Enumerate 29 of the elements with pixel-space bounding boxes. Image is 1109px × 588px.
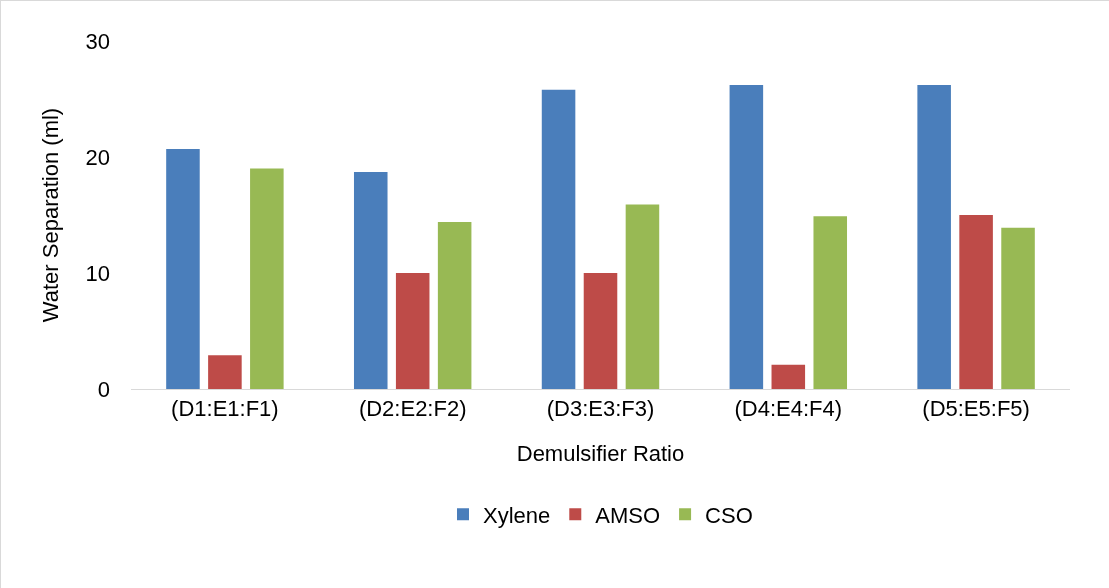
bar — [917, 85, 951, 389]
bar — [541, 89, 576, 389]
bar — [1001, 227, 1035, 389]
legend-label: CSO — [705, 502, 753, 528]
y-tick-label: 20 — [85, 144, 110, 170]
bar — [729, 85, 764, 389]
bar — [353, 172, 388, 389]
bar — [395, 273, 430, 389]
x-tick-label: (D2:E2:F2) — [358, 396, 467, 422]
y-tick-label: 10 — [85, 260, 110, 286]
bar — [166, 148, 200, 389]
bar — [250, 168, 284, 389]
x-tick-label: (D5:E5:F5) — [922, 396, 1030, 422]
bar — [959, 215, 993, 389]
legend-label: Xylene — [483, 502, 551, 528]
bar — [771, 364, 806, 389]
bar — [583, 273, 618, 389]
bar — [625, 204, 660, 389]
bar — [208, 355, 242, 389]
x-tick-label: (D3:E3:F3) — [546, 396, 655, 422]
legend-label: AMSO — [595, 502, 661, 528]
x-axis-title: Demulsifier Ratio — [516, 441, 685, 467]
y-tick-label: 0 — [97, 376, 110, 402]
y-axis-title: Water Separation (ml) — [38, 107, 64, 323]
x-tick-label: (D4:E4:F4) — [734, 396, 843, 422]
y-tick-label: 30 — [85, 28, 110, 54]
x-tick-label: (D1:E1:F1) — [171, 396, 279, 422]
bar — [437, 221, 472, 389]
bar — [813, 216, 848, 389]
